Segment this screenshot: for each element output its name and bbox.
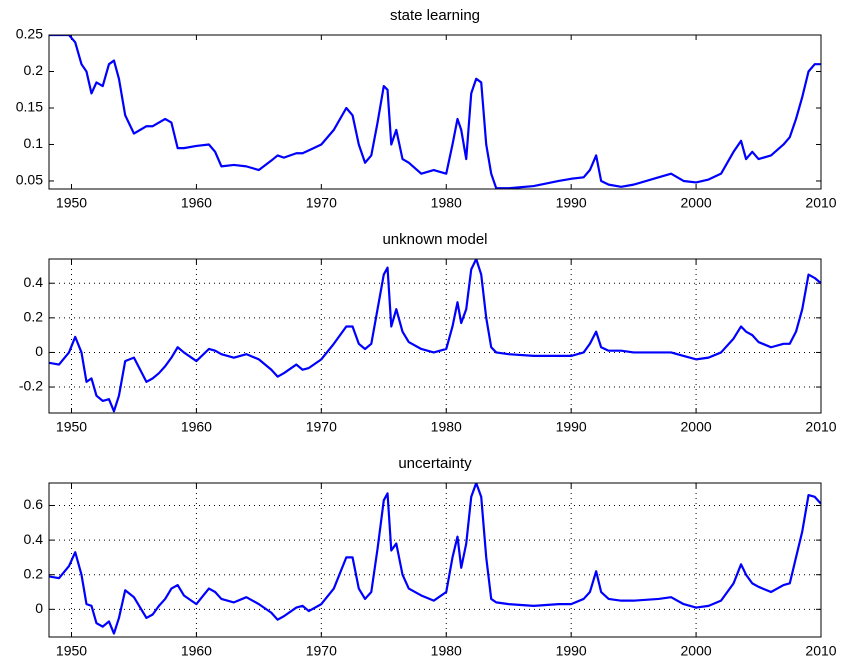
chart-title: uncertainty	[398, 455, 472, 472]
x-tick-label: 1960	[181, 419, 212, 435]
chart-title: state learning	[390, 7, 480, 24]
x-tick-label: 1990	[556, 419, 587, 435]
x-tick-label: 2000	[681, 195, 712, 211]
chart-title: unknown model	[382, 231, 487, 248]
y-tick-label: 0.05	[16, 172, 43, 188]
x-tick-label: 1950	[56, 195, 87, 211]
y-tick-label: -0.2	[19, 378, 43, 394]
data-line	[49, 35, 821, 189]
y-tick-label: 0.15	[16, 99, 43, 115]
x-tick-label: 1960	[181, 643, 212, 659]
y-tick-label: 0.4	[24, 531, 44, 547]
x-tick-label: 2000	[681, 643, 712, 659]
x-tick-label: 2000	[681, 419, 712, 435]
y-tick-label: 0.4	[24, 274, 44, 290]
x-tick-label: 1950	[56, 419, 87, 435]
y-tick-label: 0.1	[24, 135, 44, 151]
x-tick-label: 2010	[805, 195, 836, 211]
axes-frame	[48, 258, 822, 414]
x-tick-label: 1990	[556, 195, 587, 211]
x-tick-label: 1970	[306, 195, 337, 211]
y-tick-label: 0.25	[16, 26, 43, 42]
y-tick-label: 0.2	[24, 309, 44, 325]
plot-area	[49, 35, 821, 189]
x-tick-label: 1990	[556, 643, 587, 659]
x-tick-label: 1980	[431, 419, 462, 435]
axes-frame	[48, 482, 822, 638]
x-tick-label: 1950	[56, 643, 87, 659]
y-tick-label: 0	[35, 600, 43, 616]
x-tick-label: 1970	[306, 419, 337, 435]
y-tick-label: 0.2	[24, 62, 44, 78]
x-tick-label: 1960	[181, 195, 212, 211]
x-tick-label: 1980	[431, 195, 462, 211]
plot-area	[49, 259, 821, 413]
x-tick-label: 2010	[805, 643, 836, 659]
data-line	[49, 259, 821, 413]
axes-frame	[48, 34, 822, 190]
y-tick-label: 0.2	[24, 565, 44, 581]
data-line	[49, 483, 821, 635]
x-tick-label: 1980	[431, 643, 462, 659]
x-tick-label: 1970	[306, 643, 337, 659]
x-tick-label: 2010	[805, 419, 836, 435]
plot-area	[49, 483, 821, 635]
y-tick-label: 0	[35, 343, 43, 359]
y-tick-label: 0.6	[24, 496, 44, 512]
